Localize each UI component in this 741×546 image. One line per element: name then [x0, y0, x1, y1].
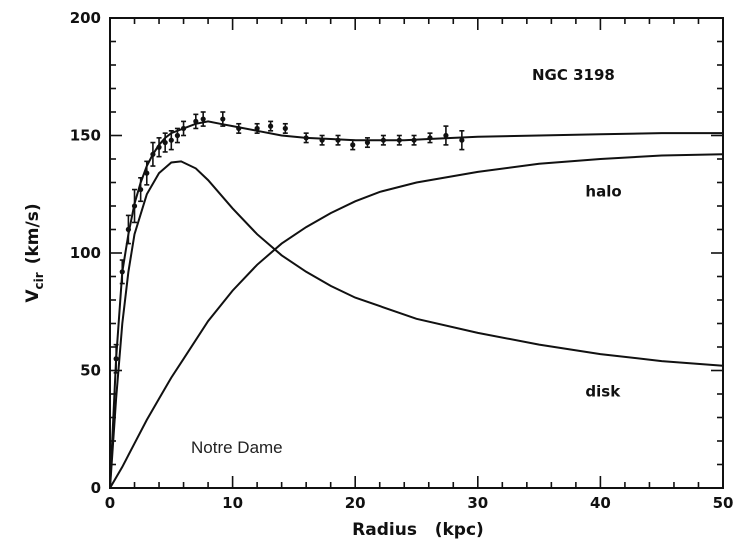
observed-point: [396, 137, 402, 143]
x-tick-label: 30: [467, 494, 488, 512]
halo-label: halo: [585, 183, 621, 201]
observed-point: [125, 226, 131, 233]
axis-ticks: [109, 17, 724, 489]
disk-curve: [109, 160, 724, 489]
watermark-text: Notre Dame: [191, 438, 283, 457]
observed-point: [220, 116, 226, 122]
x-tick-label: 20: [345, 494, 366, 512]
observed-point: [411, 137, 417, 143]
x-tick-label: 10: [222, 494, 243, 512]
observed-point: [200, 116, 206, 122]
observed-point: [268, 123, 274, 129]
observed-point: [335, 137, 341, 143]
curve-labels: halo disk: [585, 183, 621, 401]
halo-curve: [109, 153, 724, 489]
observed-point: [156, 144, 162, 150]
observed-point: [459, 137, 465, 143]
observed-point: [254, 125, 260, 132]
plot-frame: [109, 17, 724, 489]
y-axis-title-sub: cir: [32, 272, 46, 289]
y-tick-label: 0: [91, 479, 101, 497]
tick-labels: 0 10 20 30 40 50 0 50 100 150 200: [70, 9, 734, 512]
observed-point: [174, 132, 181, 139]
observed-point: [138, 186, 144, 193]
x-tick-label: 50: [713, 494, 734, 512]
y-tick-label: 200: [70, 9, 101, 27]
observed-points: [113, 111, 465, 374]
observed-point: [131, 203, 138, 209]
observed-point: [144, 170, 150, 176]
observed-point: [150, 151, 156, 157]
observed-point: [168, 137, 174, 143]
total-fit-curve: [109, 120, 723, 489]
observed-point: [303, 135, 309, 141]
y-axis-title: Vcir (km/s): [23, 203, 46, 302]
y-axis-title-unit: (km/s): [23, 203, 43, 264]
observed-point: [180, 125, 187, 132]
y-tick-label: 100: [70, 244, 101, 262]
curves: [109, 120, 724, 489]
observed-point: [282, 125, 288, 132]
observed-point: [236, 125, 242, 132]
observed-point: [427, 135, 433, 141]
observed-point: [193, 118, 199, 124]
observed-point: [380, 137, 386, 143]
y-tick-label: 150: [70, 127, 101, 145]
y-tick-label: 50: [80, 362, 101, 380]
x-axis-title: Radius (kpc): [352, 520, 484, 540]
observed-point: [364, 139, 371, 146]
disk-label: disk: [585, 382, 621, 400]
observed-point: [162, 139, 168, 146]
observed-point: [113, 356, 119, 362]
galaxy-name-label: NGC 3198: [532, 66, 615, 84]
x-tick-label: 0: [105, 494, 115, 512]
observed-point: [319, 137, 325, 143]
y-axis-title-main: V: [23, 289, 43, 303]
x-tick-label: 40: [590, 494, 611, 512]
observed-point: [350, 142, 356, 148]
observed-point: [443, 132, 449, 139]
observed-point: [119, 269, 125, 275]
